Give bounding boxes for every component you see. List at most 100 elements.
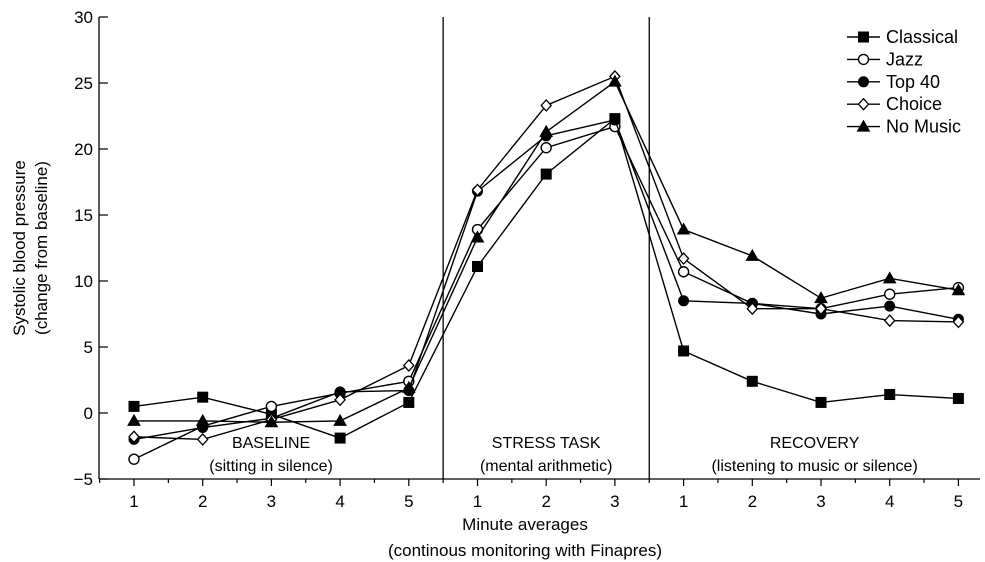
legend-marker (856, 119, 871, 132)
data-point-choice (402, 359, 415, 372)
x-tick-label: 5 (404, 492, 413, 511)
phase-subtitle: (mental arithmetic) (480, 458, 612, 475)
phase-title: STRESS TASK (492, 435, 601, 452)
data-point-top-40 (884, 300, 896, 312)
data-point-choice (196, 432, 209, 446)
data-point-no-music (951, 283, 966, 296)
data-point-no-music (814, 291, 828, 304)
data-point-choice (334, 393, 346, 407)
phase-subtitle: (sitting in silence) (209, 458, 333, 475)
data-point-no-music (882, 271, 897, 284)
y-tick-label: 10 (74, 272, 93, 291)
legend-label: Choice (886, 94, 942, 114)
series-layer (127, 69, 966, 465)
data-point-choice (540, 98, 553, 112)
y-tick-label: 30 (74, 8, 93, 27)
data-point-choice (128, 430, 140, 444)
y-tick-label: 20 (74, 140, 93, 159)
x-tick-label: 3 (610, 492, 619, 511)
series-line-top-40 (133, 119, 959, 441)
data-point-no-music (470, 230, 485, 243)
data-point-no-music (195, 413, 210, 426)
legend-label: Jazz (886, 49, 923, 69)
x-tick-label: 2 (541, 492, 550, 511)
data-point-choice (677, 252, 690, 266)
axes-frame (98, 16, 980, 486)
data-point-no-music (127, 413, 141, 426)
legend-label: Classical (886, 27, 958, 47)
data-point-classical (403, 396, 415, 408)
data-point-choice (815, 302, 827, 316)
phase-title: BASELINE (232, 435, 310, 452)
legend-item-jazz: Jazz (847, 49, 923, 69)
data-point-no-music (676, 222, 691, 235)
legend-item-no-music: No Music (847, 117, 961, 137)
legend-item-top-40: Top 40 (847, 72, 940, 92)
y-tick-label: 0 (84, 404, 93, 423)
y-tick-label: 25 (74, 74, 93, 93)
legend-label: No Music (886, 117, 961, 137)
legend-item-choice: Choice (847, 94, 942, 114)
legend-marker (858, 31, 869, 43)
series-classical (128, 113, 964, 444)
data-point-jazz (677, 266, 690, 278)
x-tick-label: 1 (129, 492, 138, 511)
data-point-classical (952, 392, 964, 404)
data-point-no-music (333, 413, 347, 426)
x-tick-label: 5 (954, 492, 963, 511)
data-point-no-music (745, 248, 760, 261)
data-point-jazz (128, 453, 140, 465)
data-point-classical (540, 168, 552, 180)
x-tick-label: 1 (679, 492, 688, 511)
x-tick-label: 4 (335, 492, 344, 511)
legend-label: Top 40 (886, 72, 940, 92)
data-point-classical (746, 375, 758, 387)
data-point-top-40 (609, 114, 621, 126)
data-point-classical (815, 396, 827, 408)
data-point-classical (884, 389, 896, 401)
data-point-top-40 (678, 295, 690, 307)
series-no-music (127, 74, 966, 428)
data-point-classical (334, 432, 346, 444)
data-point-no-music (539, 124, 554, 137)
series-top-40 (128, 114, 964, 445)
data-point-classical (678, 345, 690, 357)
y-axis-title: Systolic blood pressure (10, 160, 29, 336)
data-point-classical (197, 391, 209, 403)
data-point-jazz (540, 141, 552, 154)
phase-subtitle: (listening to music or silence) (711, 458, 917, 475)
y-tick-label: 15 (74, 206, 93, 225)
y-tick-label: 5 (84, 338, 93, 357)
data-point-choice (471, 183, 484, 197)
x-axis-title: Minute averages (462, 515, 588, 534)
x-tick-label: 3 (816, 492, 825, 511)
phase-title: RECOVERY (770, 435, 860, 452)
series-line-classical (133, 117, 959, 439)
data-point-choice (746, 302, 759, 316)
data-point-choice (952, 315, 965, 329)
legend-marker (857, 97, 870, 111)
legend-marker (858, 76, 869, 88)
legend-marker (857, 53, 870, 66)
x-tick-label: 3 (267, 492, 276, 511)
data-point-jazz (265, 400, 278, 413)
legend-item-classical: Classical (847, 27, 958, 47)
x-axis-subtitle: (continous monitoring with Finapres) (388, 541, 662, 560)
data-point-classical (128, 400, 140, 412)
data-point-no-music (401, 380, 416, 393)
data-point-no-music (608, 74, 622, 87)
y-tick-label: −5 (74, 470, 93, 489)
data-point-classical (472, 260, 483, 272)
x-tick-label: 2 (748, 492, 757, 511)
data-point-no-music (264, 415, 279, 428)
y-axis-subtitle: (change from baseline) (32, 161, 51, 335)
x-tick-label: 4 (885, 492, 894, 511)
x-tick-label: 2 (198, 492, 207, 511)
data-point-choice (883, 314, 896, 328)
x-tick-label: 1 (473, 492, 482, 511)
y-axis-title-group: Systolic blood pressure (change from base… (10, 160, 51, 336)
data-point-jazz (884, 288, 896, 300)
